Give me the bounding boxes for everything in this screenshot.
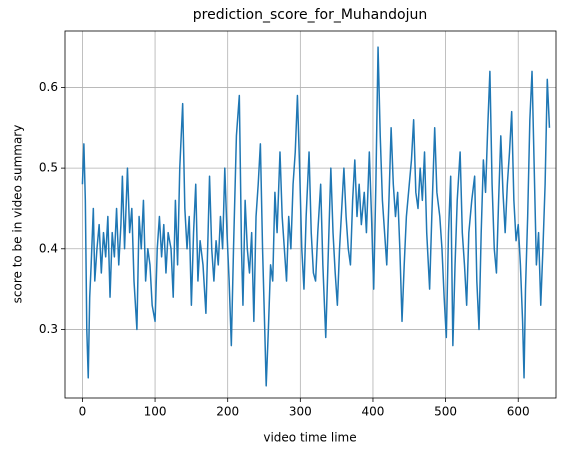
- x-tick-label: 600: [507, 405, 530, 419]
- x-tick-label: 100: [144, 405, 167, 419]
- x-tick-label: 500: [434, 405, 457, 419]
- y-tick-label: 0.5: [39, 161, 58, 175]
- x-tick-label: 200: [216, 405, 239, 419]
- x-tick-label: 300: [289, 405, 312, 419]
- x-axis-label: video time lime: [263, 431, 356, 445]
- y-tick-label: 0.4: [39, 241, 58, 255]
- y-axis-label: score to be in video summary: [11, 125, 25, 304]
- y-tick-label: 0.6: [39, 80, 58, 94]
- x-tick-label: 400: [362, 405, 385, 419]
- plot-frame: [64, 30, 557, 399]
- y-tick-label: 0.3: [39, 322, 58, 336]
- x-tick-label: 0: [79, 405, 87, 419]
- chart-title: prediction_score_for_Muhandojun: [193, 7, 427, 23]
- data-line: [81, 46, 551, 387]
